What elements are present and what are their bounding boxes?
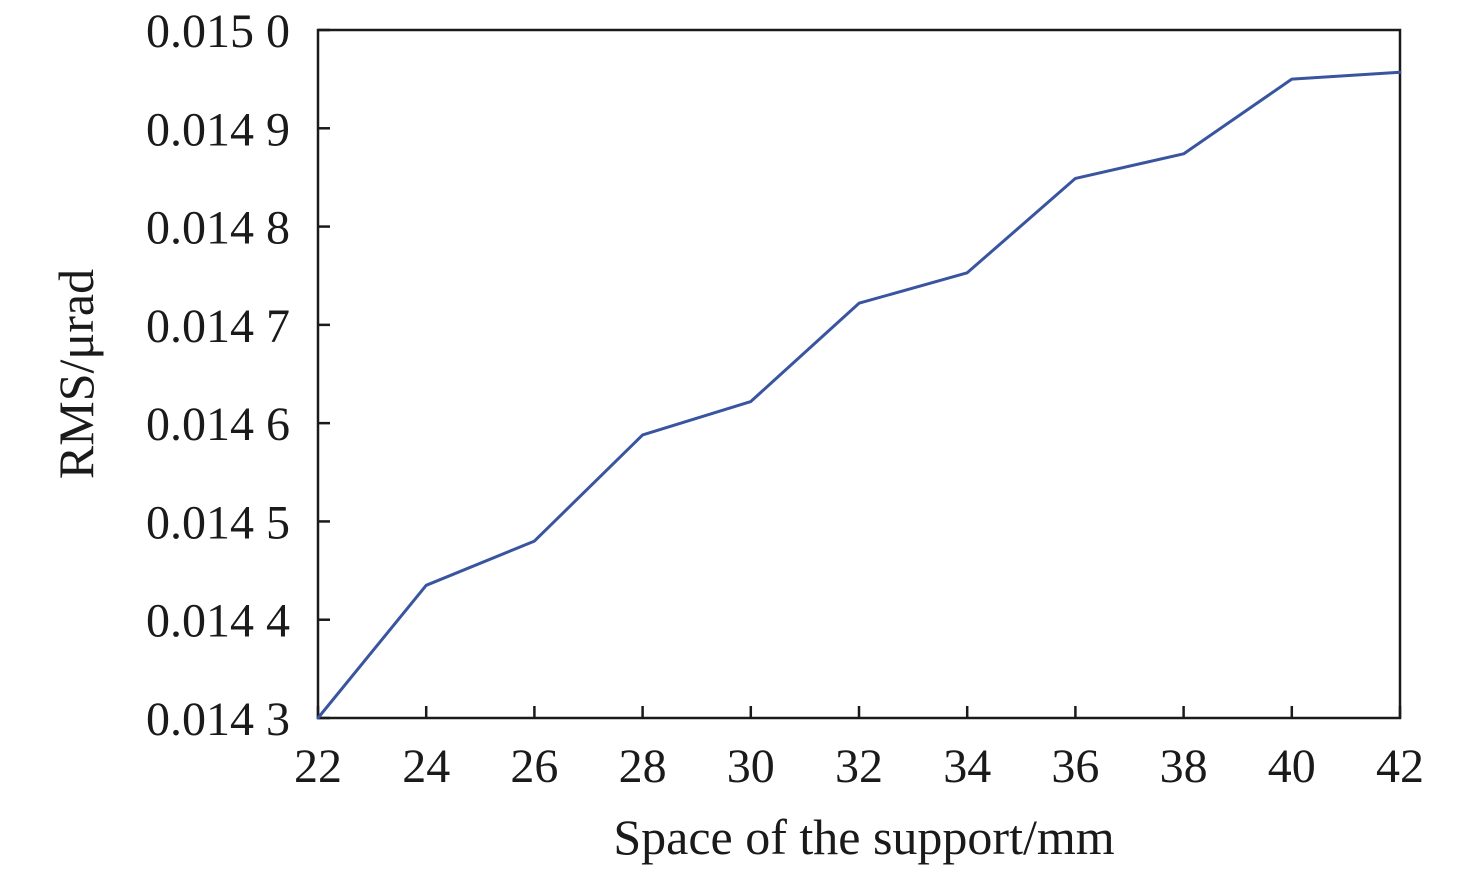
x-tick-label: 22 xyxy=(294,740,342,793)
y-axis-ticks xyxy=(318,28,330,720)
x-axis-ticks xyxy=(316,706,1402,718)
x-tick-label: 38 xyxy=(1160,740,1208,793)
y-axis-title: RMS/μrad xyxy=(48,269,104,479)
x-tick-label: 42 xyxy=(1376,740,1424,793)
series-layer xyxy=(316,70,1402,720)
x-tick-label: 28 xyxy=(619,740,667,793)
y-tick-label: 0.015 0 xyxy=(146,5,290,58)
x-tick-label: 36 xyxy=(1051,740,1099,793)
x-tick-label: 30 xyxy=(727,740,775,793)
y-tick-label: 0.014 3 xyxy=(146,693,290,746)
y-tick-label: 0.014 7 xyxy=(146,300,290,353)
x-tick-label: 26 xyxy=(510,740,558,793)
plot-area xyxy=(316,28,1402,720)
y-tick-label: 0.014 5 xyxy=(146,496,290,549)
x-axis-title: Space of the support/mm xyxy=(613,809,1114,865)
x-tick-label: 24 xyxy=(402,740,450,793)
y-tick-label: 0.014 4 xyxy=(146,595,290,648)
y-tick-label: 0.014 9 xyxy=(146,103,290,156)
y-tick-label: 0.014 8 xyxy=(146,202,290,255)
x-tick-label: 34 xyxy=(943,740,991,793)
x-axis-tick-labels: 22 24 26 28 30 32 34 36 38 40 42 xyxy=(294,740,1424,793)
x-tick-label: 32 xyxy=(835,740,883,793)
series-line xyxy=(316,70,1402,720)
plot-frame xyxy=(316,28,1402,720)
x-tick-label: 40 xyxy=(1268,740,1316,793)
y-tick-label: 0.014 6 xyxy=(146,398,290,451)
y-axis-tick-labels: 0.014 3 0.014 4 0.014 5 0.014 6 0.014 7 0.014… xyxy=(146,5,290,746)
